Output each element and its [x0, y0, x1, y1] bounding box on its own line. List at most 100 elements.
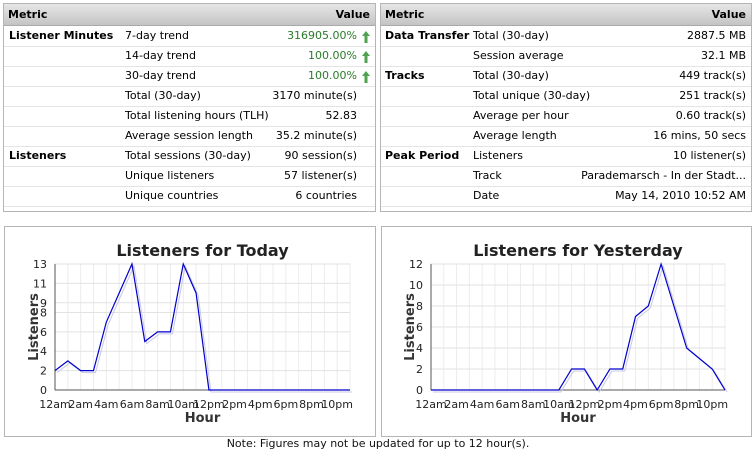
row-value: 10 listener(s): [673, 149, 746, 162]
row-value: 90 session(s): [284, 149, 357, 162]
column-header: Metric: [8, 8, 48, 21]
row-metric: 7-day trend: [125, 29, 190, 42]
line-series: [54, 261, 350, 391]
table-row: [4, 166, 375, 187]
x-tick-label: 6pm: [649, 398, 674, 411]
table-row: [381, 66, 751, 87]
table-row: [381, 106, 751, 127]
x-axis-label: Hour: [185, 411, 221, 426]
x-tick-label: 8am: [521, 398, 545, 411]
y-tick-label: 4: [40, 345, 47, 358]
row-value: 52.83: [325, 109, 358, 122]
row-metric: Total (30-day): [473, 69, 549, 82]
line-shadow: [433, 264, 728, 393]
y-tick-label: 6: [40, 326, 47, 339]
row-group: Data Transfer: [385, 29, 470, 42]
x-tick-label: 2am: [444, 398, 468, 411]
y-tick-label: 8: [40, 306, 47, 319]
row-group: Tracks: [385, 69, 425, 82]
row-value: 316905.00%: [287, 29, 357, 42]
x-tick-label: 6pm: [274, 398, 299, 411]
row-value: 2887.5 MB: [686, 29, 746, 42]
x-tick-label: 4pm: [623, 398, 648, 411]
row-metric: Unique countries: [125, 189, 219, 202]
row-value: Parademarsch - In der Stadt...: [581, 169, 746, 182]
column-header: Value: [711, 8, 746, 21]
row-metric: Total (30-day): [473, 29, 549, 42]
row-value: May 14, 2010 10:52 AM: [615, 189, 746, 202]
table-row: [4, 106, 375, 127]
y-tick-label: 0: [40, 384, 47, 397]
y-tick-label: 0: [416, 384, 423, 397]
x-tick-label: 4am: [470, 398, 494, 411]
row-group: Listeners: [9, 149, 67, 162]
row-metric: Total (30-day): [125, 89, 201, 102]
table-row: [4, 86, 375, 107]
table-row: [381, 146, 751, 167]
row-value: 100.00%: [308, 69, 357, 82]
row-value: 32.1 MB: [700, 49, 746, 62]
line-series: [431, 261, 726, 392]
row-metric: Listeners: [473, 149, 523, 162]
table-row: [381, 166, 751, 187]
x-tick-label: 12pm: [193, 398, 225, 411]
x-tick-label: 4am: [94, 398, 118, 411]
x-tick-label: 10pm: [321, 398, 353, 411]
x-tick-label: 2pm: [222, 398, 247, 411]
row-group: Peak Period: [385, 149, 460, 162]
x-tick-label: 2am: [68, 398, 92, 411]
row-metric: Unique listeners: [125, 169, 215, 182]
row-value: 0.60 track(s): [675, 109, 746, 122]
table-row: [4, 126, 375, 147]
footnote: Note: Figures may not be updated for up …: [227, 437, 530, 450]
row-metric: Total sessions (30-day): [125, 149, 251, 162]
table-panel: Metric Value Listener Minutes 7-day trend 31…: [3, 3, 376, 212]
table-header: [4, 4, 375, 26]
y-tick-label: 8: [416, 300, 423, 313]
y-tick-label: 13: [33, 258, 47, 271]
row-metric: Total listening hours (TLH): [125, 109, 269, 122]
row-group: Listener Minutes: [9, 29, 114, 42]
x-tick-label: 8am: [145, 398, 169, 411]
row-value: 251 track(s): [679, 89, 746, 102]
y-tick-label: 10: [409, 279, 423, 292]
chart-title: Listeners for Yesterday: [473, 241, 683, 260]
x-tick-label: 6am: [120, 398, 144, 411]
x-tick-label: 8pm: [674, 398, 699, 411]
row-value: 100.00%: [308, 49, 357, 62]
table-row: [381, 86, 751, 107]
row-value: 16 mins, 50 secs: [653, 129, 746, 142]
table-header: [381, 4, 751, 26]
x-tick-label: 10am: [543, 398, 574, 411]
row-metric: Session average: [473, 49, 564, 62]
trend-arrow: [362, 30, 370, 43]
table-row: [4, 26, 375, 47]
column-header: Metric: [385, 8, 425, 21]
x-tick-label: 6am: [495, 398, 519, 411]
x-tick-label: 12am: [415, 398, 446, 411]
y-tick-label: 12: [409, 258, 423, 271]
table-row: [4, 146, 375, 167]
table-row: [381, 26, 751, 47]
y-tick-label: 6: [416, 321, 423, 334]
x-axis-label: Hour: [560, 411, 596, 426]
row-metric: Average session length: [125, 129, 253, 142]
row-value: 6 countries: [295, 189, 357, 202]
table-row: [381, 126, 751, 147]
table-row: [381, 46, 751, 67]
x-tick-label: 12am: [39, 398, 70, 411]
y-axis-label: Listeners: [27, 293, 42, 361]
line-shadow: [56, 264, 352, 393]
y-tick-label: 9: [40, 297, 47, 310]
x-tick-label: 2pm: [598, 398, 623, 411]
x-tick-label: 12pm: [569, 398, 601, 411]
table-row: [381, 186, 751, 207]
x-tick-label: 8pm: [299, 398, 324, 411]
row-value: 3170 minute(s): [272, 89, 357, 102]
y-axis-label: Listeners: [403, 293, 418, 361]
row-metric: Date: [473, 189, 500, 202]
y-tick-label: 4: [416, 342, 423, 355]
row-metric: Total unique (30-day): [473, 89, 591, 102]
